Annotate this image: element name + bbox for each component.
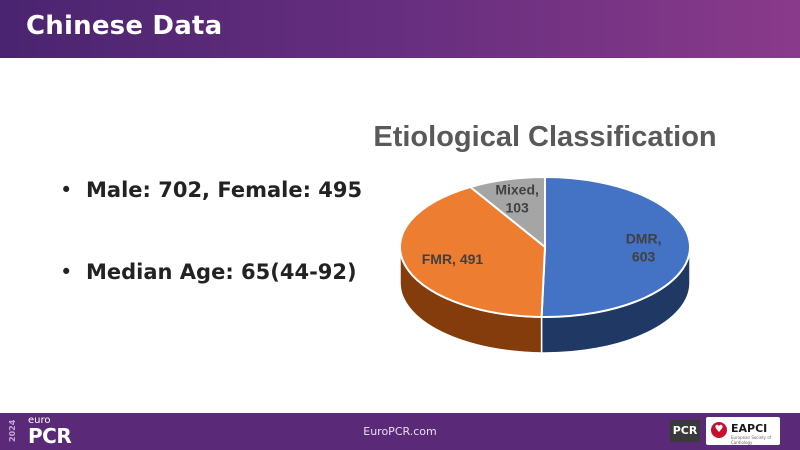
heart-icon: ♥ (711, 422, 727, 438)
europcr-logo: euro PCR (28, 415, 72, 448)
bullet-item-age: • Median Age: 65(44-92) (60, 260, 357, 284)
pie-slice-dmr (540, 175, 692, 318)
footer-website[interactable]: EuroPCR.com (363, 425, 437, 438)
pie-slice-fmr (399, 185, 547, 318)
chart-title: Etiological Classification (373, 121, 716, 153)
pcr-badge-logo: PCR (670, 420, 700, 442)
bullet-text: Male: 702, Female: 495 (86, 178, 363, 202)
bullet-icon: • (60, 260, 73, 284)
logo-pcr-text: PCR (28, 424, 72, 448)
pie-chart: Etiological Classification DMR, 603 FMR, 4… (373, 121, 717, 354)
header-bar: Chinese Data (0, 0, 800, 58)
pie-slice-mixed (468, 175, 546, 250)
eapci-logo: ♥ EAPCI European Society of Cardiology (706, 417, 780, 445)
eapci-subtext: European Society of Cardiology (731, 435, 772, 445)
footer-bar: 2024 euro PCR EuroPCR.com PCR ♥ EAPCI Eu… (0, 413, 800, 450)
bullet-text: Median Age: 65(44-92) (86, 260, 357, 284)
pie-layer (399, 175, 692, 354)
data-label-dmr: DMR, 603 (626, 231, 662, 265)
bullet-item-sex: • Male: 702, Female: 495 (60, 178, 362, 202)
bullet-icon: • (60, 178, 73, 202)
data-label-fmr: FMR, 491 (422, 251, 484, 267)
logo-euro-text: euro (28, 415, 51, 426)
data-label-layer: DMR, 603 FMR, 491 Mixed, 103 (422, 181, 662, 266)
data-label-mixed: Mixed, 103 (495, 181, 539, 215)
page-title: Chinese Data (26, 11, 223, 41)
eapci-label: EAPCI (731, 422, 768, 435)
